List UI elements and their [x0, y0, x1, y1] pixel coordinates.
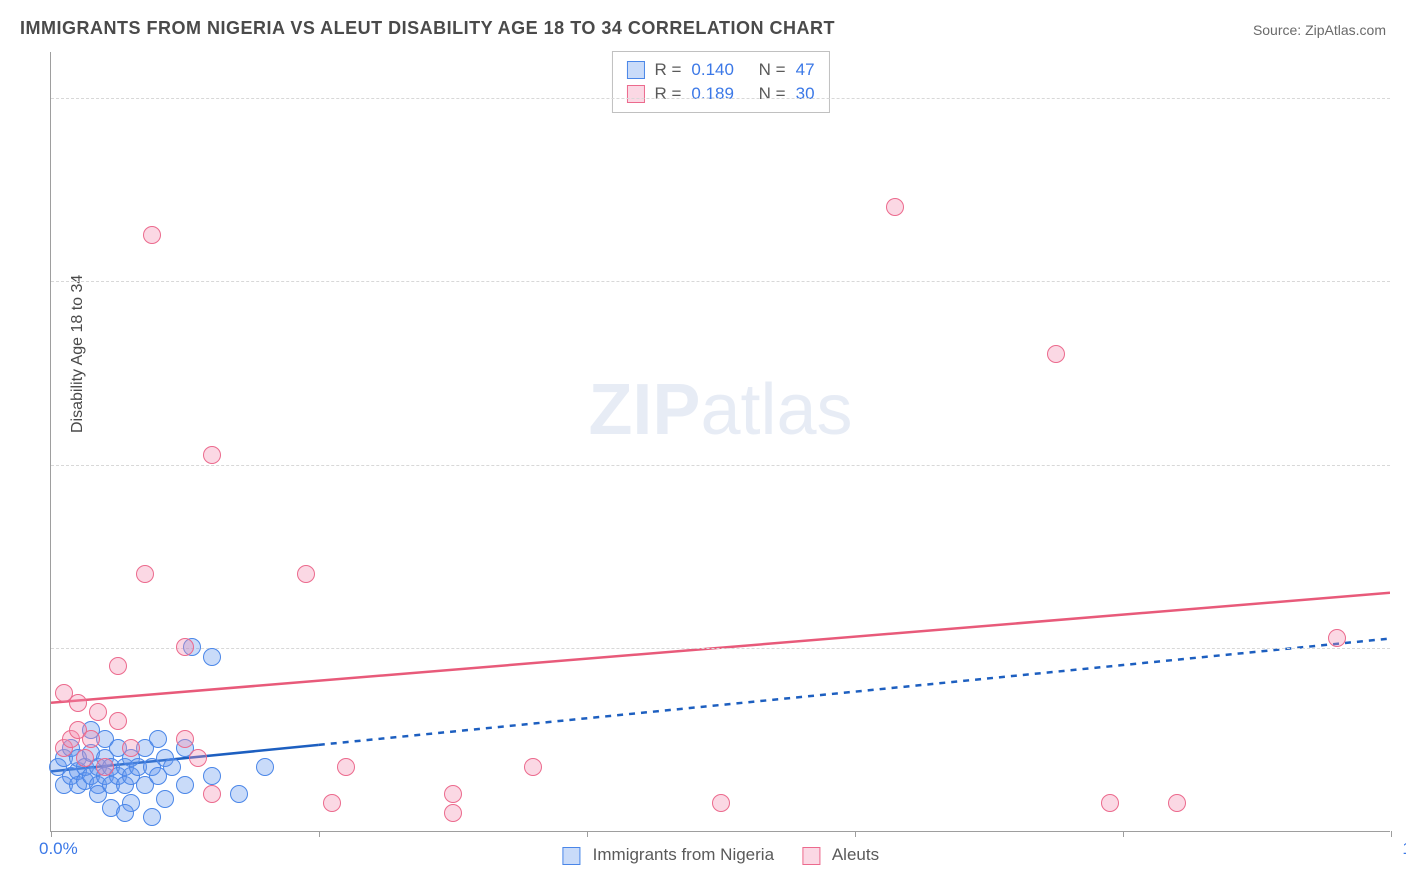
scatter-point — [230, 785, 248, 803]
scatter-point — [109, 712, 127, 730]
gridline — [51, 98, 1390, 99]
y-tick-label: 20.0% — [1400, 638, 1406, 658]
x-axis-100-label: 100.0% — [1400, 839, 1406, 859]
x-axis-zero-label: 0.0% — [39, 839, 78, 859]
scatter-point — [69, 694, 87, 712]
legend-item-1: Aleuts — [802, 845, 879, 865]
n-value-1: 30 — [796, 84, 815, 104]
scatter-point — [176, 730, 194, 748]
scatter-point — [96, 758, 114, 776]
bottom-legend: Immigrants from Nigeria Aleuts — [562, 845, 879, 865]
scatter-point — [109, 657, 127, 675]
scatter-point — [337, 758, 355, 776]
scatter-point — [524, 758, 542, 776]
correlation-stats-box: R = 0.140 N = 47 R = 0.189 N = 30 — [611, 51, 829, 113]
gridline — [51, 648, 1390, 649]
stats-swatch-1 — [626, 85, 644, 103]
scatter-point — [323, 794, 341, 812]
plot-area: Disability Age 18 to 34 ZIPatlas R = 0.1… — [50, 52, 1390, 832]
legend-label-0: Immigrants from Nigeria — [593, 845, 774, 864]
scatter-point — [256, 758, 274, 776]
scatter-point — [189, 749, 207, 767]
scatter-point — [1101, 794, 1119, 812]
scatter-point — [203, 785, 221, 803]
gridline — [51, 465, 1390, 466]
scatter-point — [886, 198, 904, 216]
scatter-point — [203, 446, 221, 464]
trendline — [319, 639, 1390, 745]
n-value-0: 47 — [796, 60, 815, 80]
y-tick-label: 40.0% — [1400, 455, 1406, 475]
x-tick — [587, 831, 588, 837]
x-tick — [319, 831, 320, 837]
x-tick — [1391, 831, 1392, 837]
scatter-point — [136, 565, 154, 583]
scatter-point — [143, 226, 161, 244]
scatter-point — [712, 794, 730, 812]
legend-item-0: Immigrants from Nigeria — [562, 845, 774, 865]
stats-row-series-0: R = 0.140 N = 47 — [626, 58, 814, 82]
x-tick — [855, 831, 856, 837]
chart-title: IMMIGRANTS FROM NIGERIA VS ALEUT DISABIL… — [20, 18, 835, 39]
legend-swatch-0 — [562, 847, 580, 865]
y-tick-label: 80.0% — [1400, 88, 1406, 108]
scatter-point — [444, 804, 462, 822]
scatter-point — [163, 758, 181, 776]
scatter-point — [116, 804, 134, 822]
gridline — [51, 281, 1390, 282]
watermark-zip: ZIP — [588, 370, 700, 450]
scatter-point — [176, 638, 194, 656]
legend-label-1: Aleuts — [832, 845, 879, 864]
watermark-atlas: atlas — [700, 370, 852, 450]
source-label: Source: ZipAtlas.com — [1253, 22, 1386, 38]
scatter-point — [82, 730, 100, 748]
n-label-1: N = — [759, 84, 786, 104]
scatter-point — [143, 808, 161, 826]
scatter-point — [1047, 345, 1065, 363]
x-tick — [1123, 831, 1124, 837]
scatter-point — [176, 776, 194, 794]
x-tick — [51, 831, 52, 837]
r-value-1: 0.189 — [691, 84, 734, 104]
scatter-point — [89, 703, 107, 721]
legend-swatch-1 — [802, 847, 820, 865]
scatter-point — [1168, 794, 1186, 812]
scatter-point — [156, 790, 174, 808]
watermark: ZIPatlas — [588, 369, 852, 451]
r-label-1: R = — [654, 84, 681, 104]
r-label-0: R = — [654, 60, 681, 80]
r-value-0: 0.140 — [691, 60, 734, 80]
scatter-point — [122, 739, 140, 757]
stats-row-series-1: R = 0.189 N = 30 — [626, 82, 814, 106]
scatter-point — [1328, 629, 1346, 647]
n-label-0: N = — [759, 60, 786, 80]
scatter-point — [203, 648, 221, 666]
y-axis-label: Disability Age 18 to 34 — [69, 274, 87, 432]
scatter-point — [297, 565, 315, 583]
scatter-point — [444, 785, 462, 803]
stats-swatch-0 — [626, 61, 644, 79]
scatter-point — [149, 730, 167, 748]
scatter-point — [203, 767, 221, 785]
y-tick-label: 60.0% — [1400, 271, 1406, 291]
trend-lines-layer — [51, 52, 1390, 831]
scatter-point — [76, 749, 94, 767]
